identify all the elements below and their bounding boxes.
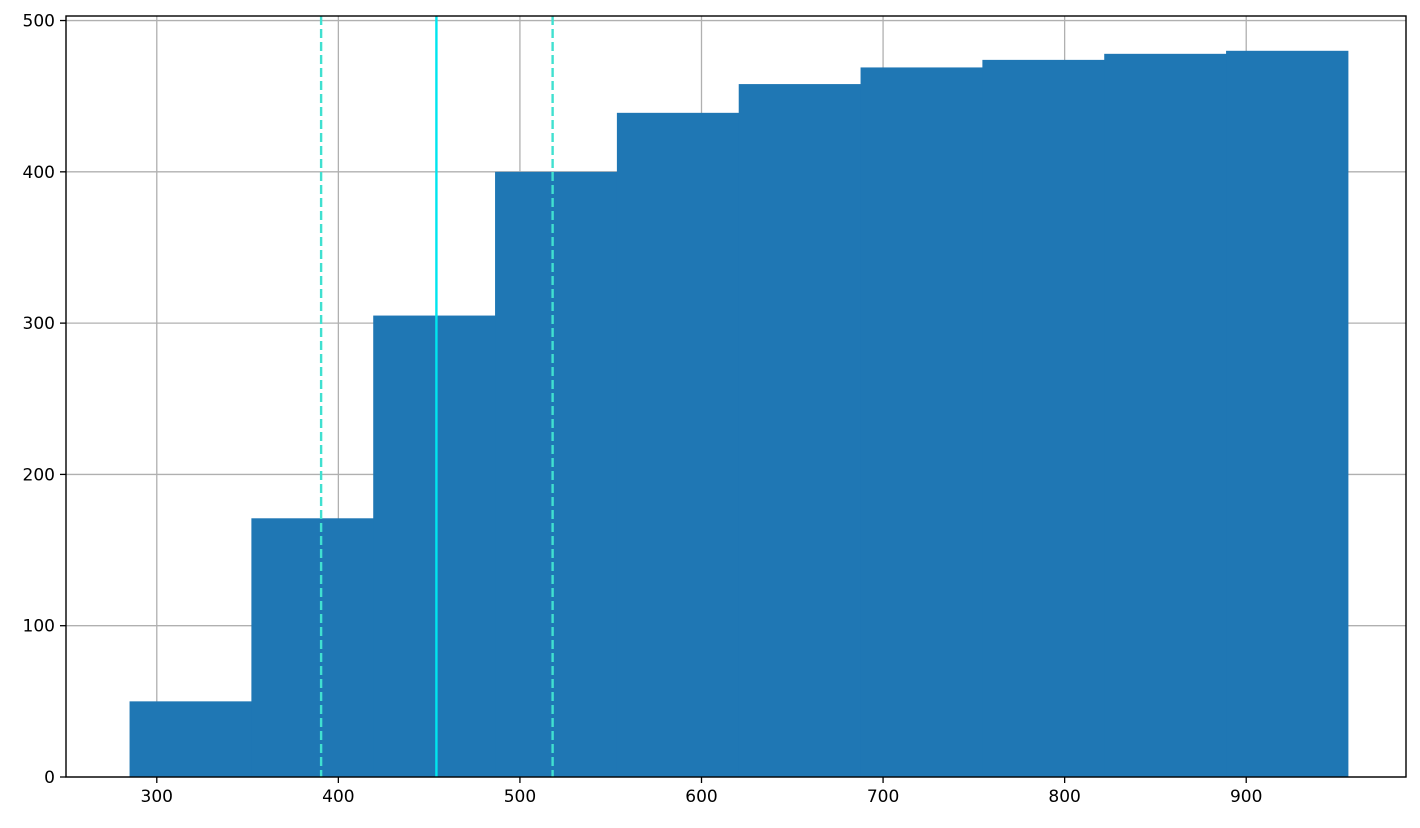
x-tick-label: 300	[141, 787, 173, 807]
y-tick-label: 200	[23, 465, 55, 485]
axes-layer: 300 400 500 600 700 800 900 0 100 200 300 400 500	[23, 12, 1407, 807]
histogram-bar	[1226, 50, 1349, 777]
x-tick-label: 500	[504, 787, 536, 807]
y-tick-label: 300	[23, 314, 55, 334]
y-tick-label: 500	[23, 12, 55, 32]
y-tick-label: 0	[44, 768, 55, 788]
histogram-bar	[129, 701, 252, 777]
histogram-bar	[251, 518, 374, 777]
x-tick-label: 400	[322, 787, 354, 807]
histogram-bar	[982, 59, 1105, 777]
histogram-bar	[495, 171, 618, 778]
histogram-bar	[1104, 53, 1227, 778]
histogram-bar	[738, 84, 862, 777]
axes-frame	[65, 15, 1407, 778]
bars-layer	[129, 50, 1349, 778]
y-tick-label: 100	[23, 617, 55, 637]
histogram-bar	[373, 315, 496, 777]
x-tick-label: 800	[1048, 787, 1080, 807]
x-tick-label: 900	[1230, 787, 1262, 807]
histogram-bar	[616, 112, 740, 778]
x-tick-label: 700	[867, 787, 899, 807]
y-tick-label: 400	[23, 163, 55, 183]
x-tick-label: 600	[685, 787, 717, 807]
histogram-bar	[860, 67, 983, 778]
reference-lines-layer	[319, 16, 554, 777]
